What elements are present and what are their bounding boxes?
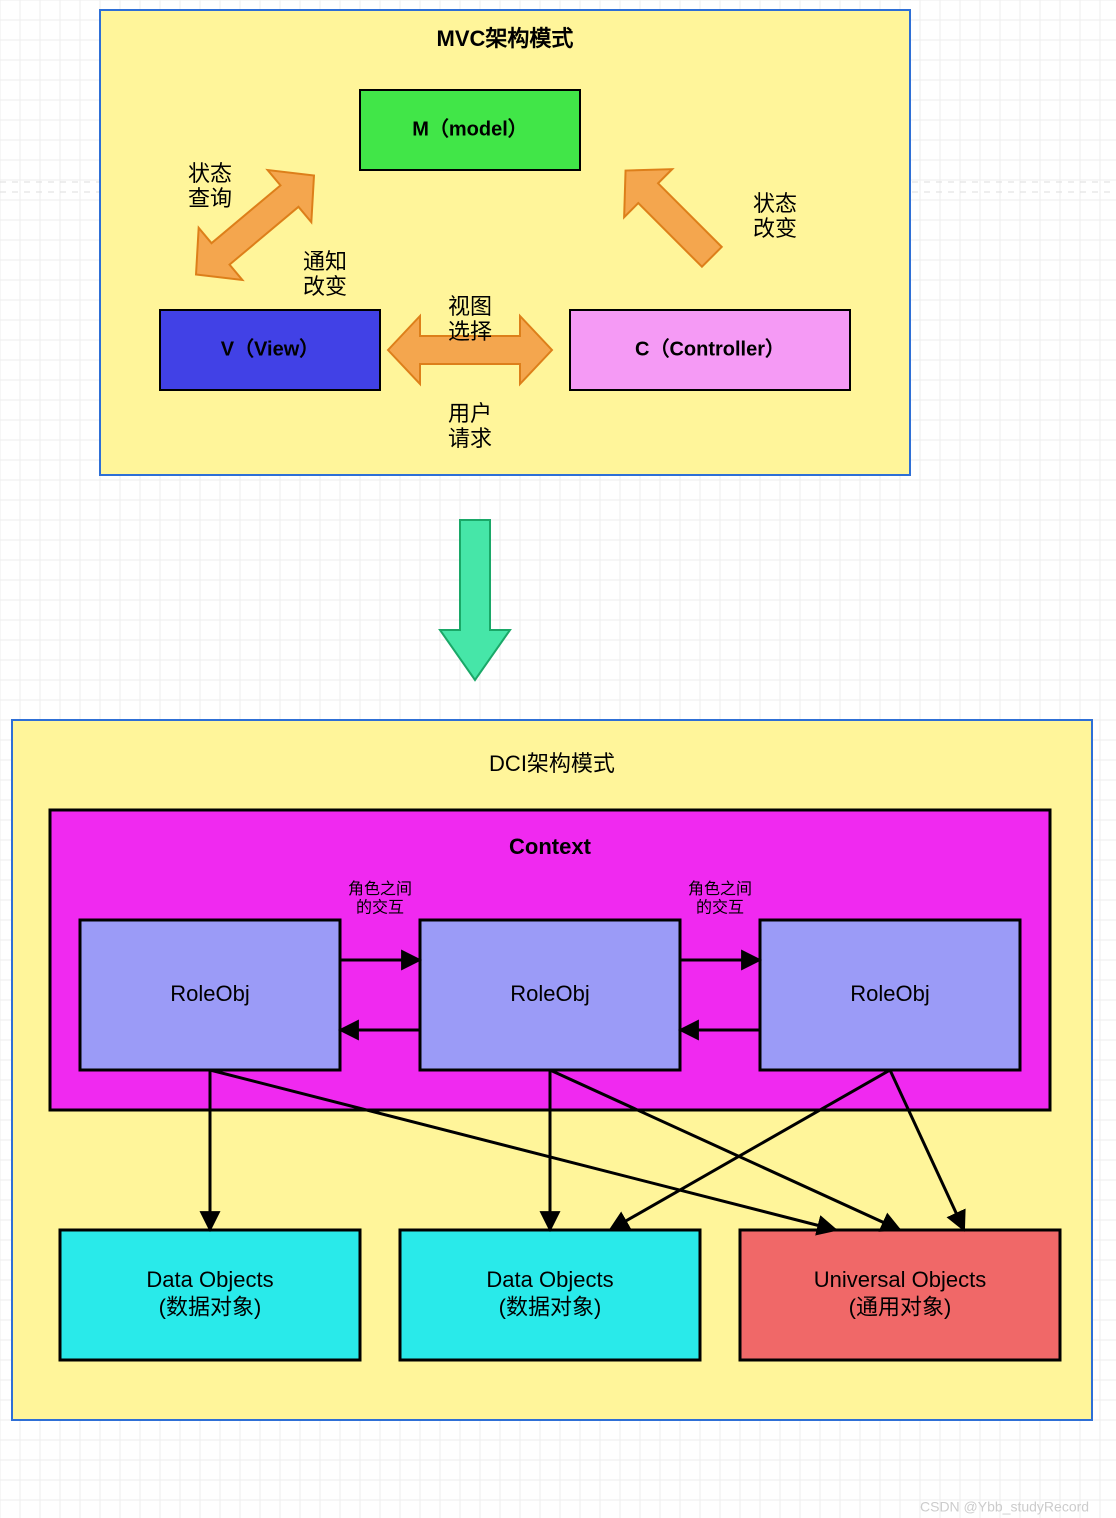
dci-data-label-1: Data Objects (486, 1267, 613, 1292)
mvc-ctrl-label: C（Controller） (635, 337, 785, 360)
dci-role-arrow-label-1: 的交互 (696, 899, 744, 917)
dci-data-label-2: (通用对象) (849, 1294, 952, 1319)
dci-data-label-0: Data Objects (146, 1267, 273, 1292)
dci-role-arrow-label-0: 角色之间 (348, 880, 412, 898)
mvc-label-notify_change: 改变 (303, 274, 347, 299)
mvc-label-state_change: 状态 (753, 191, 797, 216)
mvc-label-state_query: 状态 (188, 161, 232, 186)
mvc-label-user_request: 用户 (448, 401, 492, 426)
mvc-view-label: V（View） (221, 337, 320, 360)
dci-role-label-0: RoleObj (170, 981, 249, 1006)
watermark: CSDN @Ybb_studyRecord (920, 1499, 1089, 1515)
mvc-model-label: M（model） (412, 117, 528, 140)
dci-role-label-1: RoleObj (510, 981, 589, 1006)
dci-data-label-2: Universal Objects (814, 1267, 986, 1292)
mvc-title: MVC架构模式 (437, 26, 574, 51)
dci-context-title: Context (509, 834, 592, 859)
mvc-label-user_request: 请求 (448, 426, 492, 451)
mvc-label-view_select: 选择 (448, 319, 492, 344)
mvc-label-state_query: 查询 (188, 186, 232, 211)
dci-role-label-2: RoleObj (850, 981, 929, 1006)
diagram-canvas: MVC架构模式M（model）V（View）C（Controller）状态查询通… (0, 0, 1116, 1518)
dci-title: DCI架构模式 (489, 751, 615, 776)
mvc-label-view_select: 视图 (448, 294, 492, 319)
mvc-label-state_change: 改变 (753, 216, 797, 241)
mvc-label-notify_change: 通知 (303, 249, 347, 274)
dci-data-label-0: (数据对象) (159, 1294, 262, 1319)
dci-role-arrow-label-0: 的交互 (356, 899, 404, 917)
dci-role-arrow-label-1: 角色之间 (688, 880, 752, 898)
dci-data-label-1: (数据对象) (499, 1294, 602, 1319)
